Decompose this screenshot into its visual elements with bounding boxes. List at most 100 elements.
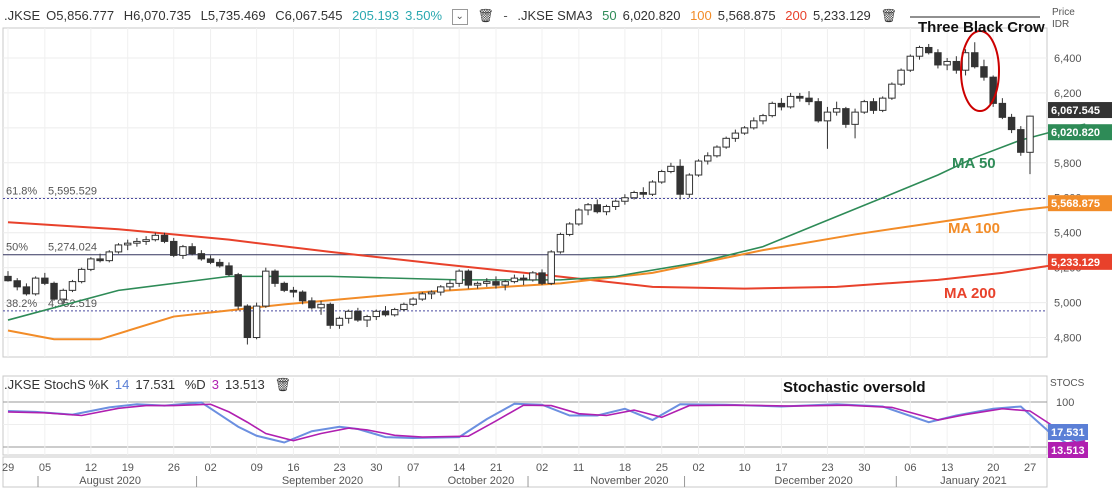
chevron-down-icon[interactable]: ⌄ [451,8,468,25]
time-tick-label: 18 [619,462,631,474]
candle [142,239,150,242]
candle [114,244,123,253]
candle [685,174,694,195]
candle [510,277,519,283]
close-label: C [275,8,285,23]
month-label: December 2020 [774,475,852,487]
candle [68,281,77,291]
candle [575,209,583,225]
candle [915,46,924,57]
time-tick-label: 26 [168,462,180,474]
candle [409,298,417,305]
candle [998,102,1007,118]
candle [980,66,988,78]
stoch-badge-label: 17.531 [1051,427,1085,439]
candle [262,270,270,307]
candle [446,282,454,288]
time-tick-label: 25 [656,462,668,474]
candle [354,310,362,321]
sma50-label: 50 [602,8,617,23]
candle [750,120,758,129]
candle [501,281,509,286]
price-tick-label: 6,200 [1054,88,1082,100]
fib-value: 4,952.519 [48,298,97,310]
sma100-label: 100 [690,8,712,23]
month-label: January 2021 [940,475,1007,487]
candle [694,160,703,176]
change-pct: 3.50% [405,8,443,23]
stoch-d-value: 13.513 [224,377,265,392]
stoch-header: .JKSE StochS %K 14 17.531 %D 3 13.513 🗑 [4,377,297,393]
candle [160,234,169,242]
candle [722,137,730,148]
sma100-value: 5,568.875 [717,8,776,23]
candle [943,60,951,66]
stoch-k-label: %K [88,377,109,392]
time-tick-label: 14 [453,462,465,474]
time-tick-label: 23 [333,462,345,474]
candle [1007,116,1016,131]
stoch-axis-title: STOCS [1050,378,1085,389]
annotation-ma50: MA 50 [952,155,996,172]
candle [483,281,491,284]
candle [427,291,436,295]
trash-icon[interactable]: 🗑 [274,377,291,392]
candle [713,146,721,157]
time-tick-label: 02 [205,462,217,474]
time-tick-label: 23 [821,462,833,474]
time-tick-label: 12 [85,462,97,474]
candle [390,309,399,316]
candle [906,55,915,71]
price-badge [1048,195,1112,212]
time-tick-label: 30 [858,462,870,474]
candle [280,282,288,291]
fib-label: 38.2% [6,298,37,310]
candle [924,46,933,54]
candle [805,97,813,103]
sma200-label: 200 [785,8,807,23]
candle [796,95,804,99]
time-tick-label: 10 [739,462,751,474]
candle [473,282,482,286]
change-value: 205.193 [352,8,400,23]
candle [869,101,878,111]
candle [326,303,334,326]
time-tick-label: 30 [370,462,382,474]
sma50-value: 6,020.820 [622,8,681,23]
price-axis-title: Price [1052,7,1075,18]
candle [31,277,40,295]
candle [308,300,316,309]
candle [611,200,620,207]
candle [133,240,141,244]
candle [519,277,528,281]
symbol-label: .JKSE [4,8,41,23]
stoch-d-period: 3 [211,377,219,392]
trash-icon[interactable]: 🗑 [477,8,494,23]
candle [197,253,206,260]
stoch-k-period: 14 [114,377,130,392]
price-badge-label: 5,233.129 [1051,257,1100,269]
trash-icon[interactable]: 🗑 [880,8,897,23]
candle [335,317,344,326]
candle [179,246,187,256]
candle [584,204,592,211]
candle [437,286,445,293]
candle [971,52,979,68]
candle [206,258,215,263]
candle [740,127,749,134]
candle [621,197,629,202]
candle [888,83,896,99]
close-value: 6,067.545 [284,8,343,23]
candle [777,102,786,108]
candle [657,171,666,183]
time-tick-label: 13 [941,462,953,474]
candle [105,251,114,262]
candle [317,303,325,309]
candle [823,111,832,122]
candle [1017,129,1025,153]
price-badge [1048,124,1112,141]
time-tick-label: 06 [904,462,916,474]
candle [768,102,776,117]
candle [630,192,638,199]
